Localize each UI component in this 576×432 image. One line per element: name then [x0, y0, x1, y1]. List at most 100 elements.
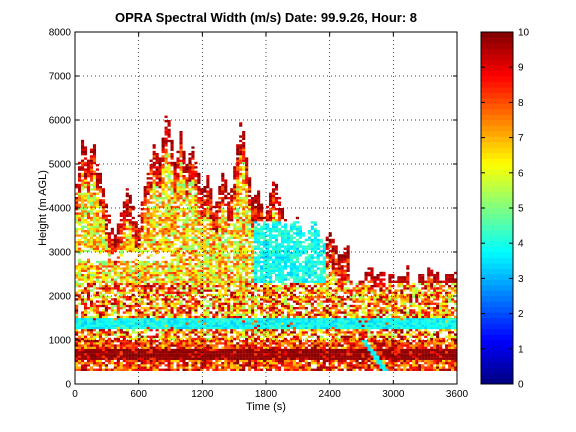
heatmap-cell	[167, 318, 171, 321]
heatmap-cell	[116, 243, 120, 246]
heatmap-cell	[260, 232, 264, 235]
heatmap-cell	[200, 232, 204, 235]
heatmap-cell	[134, 258, 138, 261]
heatmap-cell	[209, 293, 213, 297]
heatmap-cell	[83, 221, 88, 224]
heatmap-cell	[194, 274, 198, 277]
heatmap-cell	[122, 337, 126, 341]
heatmap-cell	[113, 245, 117, 248]
heatmap-cell	[179, 340, 183, 343]
heatmap-cell	[227, 208, 231, 211]
heatmap-cell	[104, 342, 108, 345]
heatmap-cell	[77, 342, 82, 345]
heatmap-cell	[146, 243, 150, 246]
heatmap-cell	[268, 368, 273, 371]
heatmap-cell	[218, 190, 222, 193]
heatmap-cell	[185, 307, 189, 310]
heatmap-cell	[161, 168, 165, 171]
heatmap-cell	[95, 320, 100, 323]
heatmap-cell	[271, 309, 276, 312]
heatmap-cell	[131, 353, 135, 356]
heatmap-cell	[224, 307, 228, 310]
heatmap-cell	[271, 353, 276, 356]
heatmap-cell	[92, 304, 97, 308]
heatmap-cell	[98, 342, 103, 345]
heatmap-cell	[268, 199, 273, 202]
heatmap-cell	[75, 366, 79, 369]
heatmap-cell	[119, 320, 123, 323]
heatmap-cell	[197, 366, 201, 369]
heatmap-cell	[119, 212, 123, 215]
heatmap-cell	[149, 368, 153, 371]
heatmap-cell	[164, 128, 168, 132]
heatmap-cell	[137, 368, 141, 371]
heatmap-cell	[137, 304, 141, 308]
heatmap-cell	[101, 269, 105, 272]
heatmap-cell	[280, 324, 285, 327]
heatmap-cell	[104, 313, 108, 316]
heatmap-cell	[206, 346, 210, 349]
heatmap-cell	[268, 344, 273, 347]
heatmap-cell	[230, 291, 234, 294]
heatmap-cell	[266, 291, 270, 294]
heatmap-cell	[268, 254, 273, 257]
heatmap-cell	[80, 366, 85, 369]
heatmap-cell	[224, 362, 228, 365]
heatmap-cell	[167, 335, 171, 338]
heatmap-cell	[161, 139, 165, 143]
heatmap-cell	[140, 274, 144, 277]
heatmap-cell	[125, 188, 129, 191]
heatmap-cell	[257, 337, 261, 341]
heatmap-cell	[233, 331, 237, 334]
heatmap-cell	[197, 223, 201, 226]
heatmap-cell	[206, 183, 210, 187]
heatmap-cell	[173, 258, 177, 261]
heatmap-cell	[134, 366, 138, 369]
heatmap-cell	[257, 199, 261, 202]
heatmap-cell	[191, 181, 195, 184]
heatmap-cell	[260, 212, 264, 215]
heatmap-cell	[128, 337, 132, 341]
heatmap-cell	[161, 230, 165, 233]
heatmap-cell	[98, 241, 103, 244]
heatmap-cell	[209, 188, 213, 191]
heatmap-cell	[173, 238, 177, 242]
heatmap-cell	[182, 353, 186, 356]
heatmap-cell	[233, 351, 237, 354]
heatmap-cell	[200, 260, 204, 264]
heatmap-cell	[280, 342, 285, 345]
heatmap-cell	[164, 137, 168, 140]
heatmap-cell	[221, 236, 225, 239]
heatmap-cell	[77, 331, 82, 334]
heatmap-cell	[224, 315, 228, 319]
heatmap-cell	[245, 232, 249, 235]
heatmap-cell	[263, 282, 267, 286]
heatmap-cell	[164, 368, 168, 371]
heatmap-cell	[140, 289, 144, 292]
heatmap-cell	[206, 285, 210, 288]
heatmap-cell	[101, 210, 105, 213]
heatmap-cell	[75, 197, 79, 200]
heatmap-cell	[125, 245, 129, 248]
heatmap-cell	[98, 267, 103, 270]
heatmap-cell	[128, 351, 132, 354]
heatmap-cell	[236, 296, 240, 299]
heatmap-cell	[266, 252, 270, 255]
heatmap-cell	[119, 219, 123, 222]
heatmap-cell	[119, 227, 123, 231]
heatmap-cell	[89, 346, 94, 349]
heatmap-cell	[167, 155, 171, 158]
heatmap-cell	[140, 201, 144, 204]
heatmap-cell	[266, 234, 270, 237]
heatmap-cell	[101, 351, 105, 354]
heatmap-cell	[158, 238, 162, 242]
heatmap-cell	[268, 271, 273, 275]
heatmap-cell	[233, 359, 237, 363]
heatmap-cell	[95, 192, 100, 195]
heatmap-cell	[277, 366, 282, 369]
heatmap-cell	[206, 313, 210, 316]
heatmap-cell	[119, 346, 123, 349]
heatmap-cell	[89, 353, 94, 356]
heatmap-cell	[143, 221, 147, 224]
heatmap-cell	[80, 227, 85, 231]
